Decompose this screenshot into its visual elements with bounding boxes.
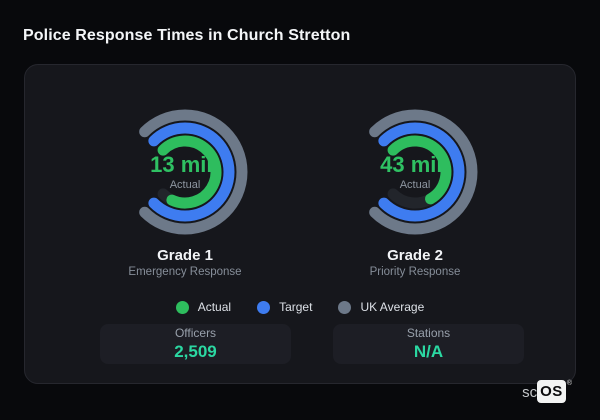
stat-value-officers: 2,509 — [174, 341, 217, 361]
stat-value-stations: N/A — [413, 341, 444, 361]
actual-track-arc — [387, 188, 436, 209]
registered-trademark-icon: ® — [566, 380, 572, 387]
target-arc — [148, 122, 235, 222]
gauge-grade-1-center: 13 min Actual — [139, 126, 231, 218]
scos-logo-prefix: sc — [522, 384, 538, 401]
stat-label-officers: Officers — [174, 325, 217, 340]
gauge-grade-2-rings: 43 min Actual — [345, 102, 485, 242]
scos-logo: sc OS ® — [522, 380, 572, 403]
gauge-grade-1: 13 min Actual Grade 1 Emergency Response — [115, 102, 255, 278]
gauge-grade-2-value: 43 min — [380, 151, 450, 177]
gauge-grade-1-value: 13 min — [150, 151, 220, 177]
legend-item-uk-average: UK Average — [338, 300, 424, 314]
stats-row: Officers 2,509 Stations N/A — [37, 324, 587, 364]
gauge-grade-1-subtitle: Emergency Response — [128, 266, 242, 278]
gauges-row: 13 min Actual Grade 1 Emergency Response… — [25, 65, 575, 278]
gauge-grade-2: 43 min Actual Grade 2 Priority Response — [345, 102, 485, 278]
uk-average-arc — [369, 109, 478, 235]
stat-box-officers: Officers 2,509 — [100, 324, 291, 364]
uk-average-dot-icon — [338, 300, 352, 314]
stat-label-stations: Stations — [406, 325, 451, 340]
gauge-grade-1-title: Grade 1 — [157, 247, 213, 264]
dashboard-card: 13 min Actual Grade 1 Emergency Response… — [24, 64, 576, 384]
gauge-grade-1-svg — [139, 109, 248, 235]
gauge-grade-2-caption: Actual — [399, 179, 431, 192]
legend: Actual Target UK Average — [25, 300, 575, 314]
legend-label-uk-average: UK Average — [360, 300, 425, 314]
target-arc — [378, 122, 465, 222]
gauge-grade-2-title: Grade 2 — [387, 247, 443, 264]
gauge-grade-1-caption: Actual — [169, 179, 201, 192]
legend-label-actual: Actual — [197, 300, 232, 314]
stat-box-stations: Stations N/A — [333, 324, 524, 364]
page-title: Police Response Times in Church Stretton — [23, 27, 351, 44]
gauge-grade-2-subtitle: Priority Response — [369, 266, 461, 278]
gauge-grade-1-rings: 13 min Actual — [115, 102, 255, 242]
legend-item-target: Target — [257, 300, 312, 314]
legend-label-target: Target — [279, 300, 313, 314]
scos-logo-box: OS — [537, 380, 566, 403]
gauge-grade-2-svg — [369, 109, 478, 235]
actual-arc — [387, 135, 452, 205]
gauge-grade-2-center: 43 min Actual — [369, 126, 461, 218]
actual-dot-icon — [175, 300, 189, 314]
target-dot-icon — [257, 300, 271, 314]
legend-item-actual: Actual — [175, 300, 232, 314]
uk-average-arc — [139, 109, 248, 235]
actual-arc — [157, 135, 222, 209]
